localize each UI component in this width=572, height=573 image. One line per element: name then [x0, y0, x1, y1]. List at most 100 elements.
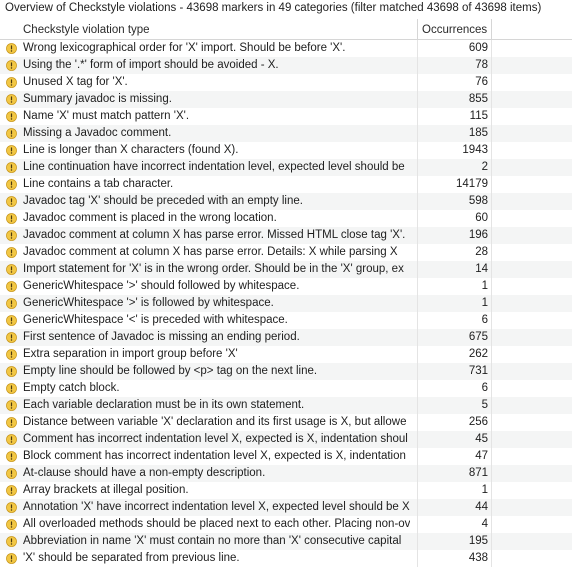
warning-icon	[6, 196, 17, 207]
violation-type-label: GenericWhitespace '>' is followed by whi…	[23, 297, 274, 309]
occurrences-count: 438	[418, 550, 492, 567]
table-row[interactable]: Javadoc tag 'X' should be preceded with …	[0, 193, 572, 210]
violation-type-cell: Array brackets at illegal position.	[0, 482, 418, 499]
violation-type-cell: Javadoc comment at column X has parse er…	[0, 227, 418, 244]
table-row[interactable]: All overloaded methods should be placed …	[0, 516, 572, 533]
violation-type-label: All overloaded methods should be placed …	[23, 518, 411, 530]
violation-type-label: Abbreviation in name 'X' must contain no…	[23, 535, 402, 547]
table-row[interactable]: Name 'X' must match pattern 'X'. 115	[0, 108, 572, 125]
occurrences-count: 1943	[418, 142, 492, 159]
occurrences-count: 855	[418, 91, 492, 108]
table-row[interactable]: Block comment has incorrect indentation …	[0, 448, 572, 465]
table-row[interactable]: Empty line should be followed by <p> tag…	[0, 363, 572, 380]
violation-type-cell: Wrong lexicographical order for 'X' impo…	[0, 40, 418, 57]
warning-icon	[6, 417, 17, 428]
occurrences-count: 1	[418, 278, 492, 295]
occurrences-count: 28	[418, 244, 492, 261]
table-row[interactable]: Javadoc comment is placed in the wrong l…	[0, 210, 572, 227]
table-row[interactable]: At-clause should have a non-empty descri…	[0, 465, 572, 482]
column-header-occurrences[interactable]: Occurrences	[418, 19, 492, 39]
table-row[interactable]: Abbreviation in name 'X' must contain no…	[0, 533, 572, 550]
violation-type-cell: Javadoc comment is placed in the wrong l…	[0, 210, 418, 227]
violation-type-cell: Summary javadoc is missing.	[0, 91, 418, 108]
violation-type-label: Javadoc comment is placed in the wrong l…	[23, 212, 277, 224]
violation-type-label: Using the '.*' form of import should be …	[23, 59, 279, 71]
warning-icon	[6, 468, 17, 479]
table-row[interactable]: Javadoc comment at column X has parse er…	[0, 244, 572, 261]
occurrences-count: 2	[418, 159, 492, 176]
violation-type-cell: Import statement for 'X' is in the wrong…	[0, 261, 418, 278]
table-row[interactable]: Unused X tag for 'X'. 76	[0, 74, 572, 91]
table-row[interactable]: Import statement for 'X' is in the wrong…	[0, 261, 572, 278]
violation-type-cell: Using the '.*' form of import should be …	[0, 57, 418, 74]
violation-type-label: Line continuation have incorrect indenta…	[23, 161, 405, 173]
violation-type-cell: Distance between variable 'X' declaratio…	[0, 414, 418, 431]
violation-type-cell: First sentence of Javadoc is missing an …	[0, 329, 418, 346]
occurrences-count: 609	[418, 40, 492, 57]
table-row[interactable]: Line is longer than X characters (found …	[0, 142, 572, 159]
violation-type-label: Line contains a tab character.	[23, 178, 174, 190]
violation-type-label: GenericWhitespace '>' should followed by…	[23, 280, 300, 292]
violation-type-label: Unused X tag for 'X'.	[23, 76, 128, 88]
occurrences-count: 6	[418, 312, 492, 329]
table-row[interactable]: Each variable declaration must be in its…	[0, 397, 572, 414]
violation-type-cell: GenericWhitespace '>' is followed by whi…	[0, 295, 418, 312]
occurrences-count: 598	[418, 193, 492, 210]
table-row[interactable]: Missing a Javadoc comment. 185	[0, 125, 572, 142]
violation-type-cell: Name 'X' must match pattern 'X'.	[0, 108, 418, 125]
table-row[interactable]: Line contains a tab character. 14179	[0, 176, 572, 193]
table-row[interactable]: GenericWhitespace '>' is followed by whi…	[0, 295, 572, 312]
column-header-type[interactable]: Checkstyle violation type	[0, 19, 418, 39]
table-row[interactable]: Comment has incorrect indentation level …	[0, 431, 572, 448]
violation-type-cell: Line contains a tab character.	[0, 176, 418, 193]
violation-type-cell: GenericWhitespace '<' is preceded with w…	[0, 312, 418, 329]
table-row[interactable]: Using the '.*' form of import should be …	[0, 57, 572, 74]
warning-icon	[6, 519, 17, 530]
table-row[interactable]: Annotation 'X' have incorrect indentatio…	[0, 499, 572, 516]
occurrences-count: 76	[418, 74, 492, 91]
occurrences-count: 195	[418, 533, 492, 550]
warning-icon	[6, 145, 17, 156]
warning-icon	[6, 94, 17, 105]
occurrences-count: 5	[418, 397, 492, 414]
table-row[interactable]: GenericWhitespace '<' is preceded with w…	[0, 312, 572, 329]
violation-type-cell: Line is longer than X characters (found …	[0, 142, 418, 159]
table-row[interactable]: Line continuation have incorrect indenta…	[0, 159, 572, 176]
violation-type-cell: Unused X tag for 'X'.	[0, 74, 418, 91]
occurrences-count: 256	[418, 414, 492, 431]
warning-icon	[6, 366, 17, 377]
table-row[interactable]: Extra separation in import group before …	[0, 346, 572, 363]
occurrences-count: 14179	[418, 176, 492, 193]
violation-type-label: Import statement for 'X' is in the wrong…	[23, 263, 404, 275]
occurrences-count: 262	[418, 346, 492, 363]
table-row[interactable]: Array brackets at illegal position. 1	[0, 482, 572, 499]
table-row[interactable]: GenericWhitespace '>' should followed by…	[0, 278, 572, 295]
occurrences-count: 1	[418, 482, 492, 499]
violation-type-cell: Javadoc comment at column X has parse er…	[0, 244, 418, 261]
table-row[interactable]: Distance between variable 'X' declaratio…	[0, 414, 572, 431]
table-row[interactable]: Empty catch block. 6	[0, 380, 572, 397]
warning-icon	[6, 128, 17, 139]
table-row[interactable]: 'X' should be separated from previous li…	[0, 550, 572, 567]
violation-type-cell: Comment has incorrect indentation level …	[0, 431, 418, 448]
occurrences-count: 871	[418, 465, 492, 482]
violation-type-cell: Abbreviation in name 'X' must contain no…	[0, 533, 418, 550]
table-row[interactable]: Javadoc comment at column X has parse er…	[0, 227, 572, 244]
occurrences-count: 78	[418, 57, 492, 74]
warning-icon	[6, 247, 17, 258]
violation-type-label: GenericWhitespace '<' is preceded with w…	[23, 314, 288, 326]
violation-type-label: Javadoc comment at column X has parse er…	[23, 229, 406, 241]
warning-icon	[6, 536, 17, 547]
warning-icon	[6, 400, 17, 411]
warning-icon	[6, 485, 17, 496]
violation-type-label: Name 'X' must match pattern 'X'.	[23, 110, 190, 122]
warning-icon	[6, 264, 17, 275]
violation-type-label: Line is longer than X characters (found …	[23, 144, 239, 156]
occurrences-count: 731	[418, 363, 492, 380]
table-row[interactable]: Summary javadoc is missing. 855	[0, 91, 572, 108]
table-row[interactable]: Wrong lexicographical order for 'X' impo…	[0, 40, 572, 57]
table-row[interactable]: First sentence of Javadoc is missing an …	[0, 329, 572, 346]
warning-icon	[6, 179, 17, 190]
violation-type-label: Distance between variable 'X' declaratio…	[23, 416, 407, 428]
occurrences-count: 675	[418, 329, 492, 346]
